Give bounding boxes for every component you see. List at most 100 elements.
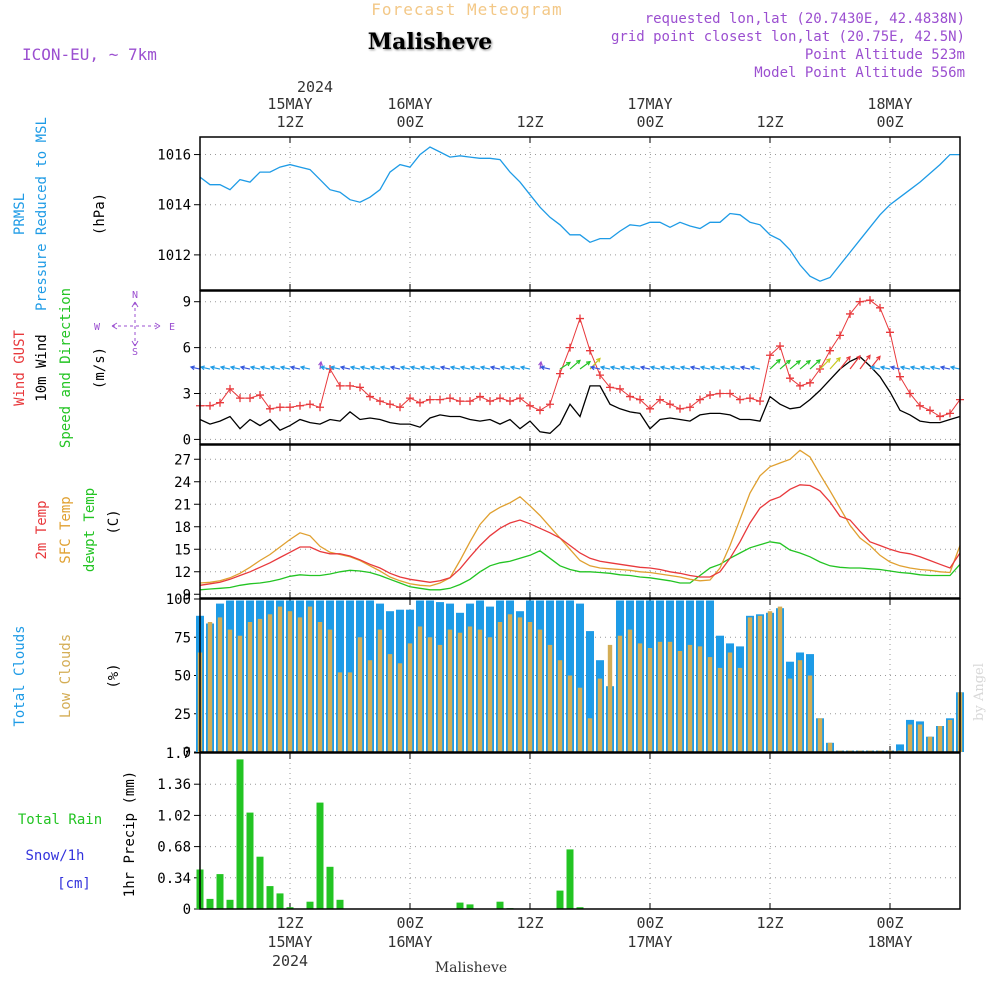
gust-marker: [686, 403, 694, 412]
wind-arrow: [769, 359, 781, 370]
precip-panel: 00.340.681.021.361.7 Total Rain Snow/1h …: [18, 746, 961, 918]
wind-arrow: [490, 366, 501, 370]
top-hour-label: 00Z: [876, 113, 903, 131]
low-cloud-bar: [287, 611, 293, 752]
wind-arrow-head: [619, 365, 625, 371]
y-tick-label: 0: [183, 432, 191, 448]
wind-arrow-head: [239, 365, 245, 371]
low-cloud-bar: [907, 724, 913, 752]
wind-arrow-head: [749, 365, 755, 371]
gust-marker: [886, 328, 894, 337]
precip-bar: [226, 899, 234, 909]
temperature-y-ticks: 9 12 15 18 21 24 27: [174, 452, 200, 603]
wind-arrow-head: [379, 365, 385, 371]
gust-marker: [246, 394, 254, 403]
top-year-label: 2024: [297, 78, 333, 96]
gust-marker: [576, 314, 584, 323]
compass-n: N: [132, 290, 138, 301]
low-cloud-bar: [627, 629, 633, 752]
wind-arrow: [930, 366, 941, 370]
wind-arrow-head: [639, 365, 645, 371]
wind-arrow: [400, 366, 411, 370]
wind-arrow: [540, 366, 551, 370]
top-hour-label: 12Z: [276, 113, 303, 131]
low-cloud-bar: [647, 648, 653, 752]
wind-arrow-head: [939, 365, 945, 371]
wind-arrow-head: [699, 365, 705, 371]
wind-arrow: [569, 359, 581, 370]
clouds-frame: [199, 598, 961, 753]
gust-marker: [726, 389, 734, 398]
pressure-unit: (hPa): [92, 193, 108, 235]
wind-arrow: [370, 366, 381, 370]
wind-arrow: [610, 366, 621, 370]
wind-arrow-head: [876, 355, 881, 361]
y-tick-label: 6: [183, 341, 191, 357]
y-tick-label: 1012: [157, 248, 191, 264]
low-cloud-bar: [317, 622, 323, 752]
y-tick-label: 9: [183, 295, 191, 311]
low-cloud-bar: [657, 641, 663, 752]
wind-arrow: [450, 366, 461, 370]
wind-y-ticks: 0 3 6 9: [183, 295, 200, 448]
gust-marker: [566, 343, 574, 352]
wind-arrow: [839, 356, 851, 370]
wind-arrow-head: [419, 365, 425, 371]
gust-marker: [616, 384, 624, 393]
product-title: Forecast Meteogram: [371, 0, 562, 19]
gust-marker: [316, 403, 324, 412]
y-tick-label: 0: [183, 902, 191, 918]
wind-arrow: [559, 361, 571, 370]
wind-arrow: [200, 366, 211, 370]
bottom-time-label: 15MAY: [267, 933, 312, 951]
wind-arrow: [460, 366, 471, 370]
precip-bar: [556, 890, 564, 909]
wind-arrow-head: [565, 361, 572, 367]
wind-arrow-head: [319, 365, 325, 371]
low-cloud-bar: [667, 641, 673, 752]
wind-arrow-head: [575, 359, 581, 365]
clouds-panel: 0 25 50 75 100 Total Clouds Low Clouds (%) b…: [12, 592, 987, 761]
wind-arrow-head: [189, 365, 195, 371]
wind-arrow-head: [929, 365, 935, 371]
wind-arrow: [230, 366, 241, 370]
gust-marker: [236, 394, 244, 403]
wind-arrow-head: [339, 365, 345, 371]
low-cloud-bar: [377, 629, 383, 752]
low-cloud-bar: [737, 667, 743, 752]
wind-arrow: [579, 361, 591, 370]
gust-marker: [736, 395, 744, 404]
gust-marker: [746, 394, 754, 403]
wind-arrow-head: [329, 365, 335, 371]
wind-arrow-head: [299, 365, 305, 371]
low-cloud-bar: [457, 632, 463, 752]
low-cloud-bar: [937, 726, 943, 752]
model-altitude: Model Point Altitude 556m: [754, 65, 965, 81]
wind-arrow-head: [679, 365, 685, 371]
gust-marker: [766, 351, 774, 360]
precip-bar: [566, 849, 574, 909]
gust-marker: [376, 397, 384, 406]
gust-marker: [396, 403, 404, 412]
sfc-temp-line: [199, 449, 961, 587]
wind-arrow: [220, 366, 231, 370]
gust-marker: [796, 381, 804, 390]
low-cloud-bar: [687, 644, 693, 752]
wind-arrow-head: [469, 365, 475, 371]
gust-marker: [756, 397, 764, 406]
low-cloud-bar: [237, 635, 243, 752]
low-cloud-bar: [587, 718, 593, 752]
low-cloud-bar: [357, 637, 363, 753]
point-altitude: Point Altitude 523m: [805, 47, 965, 63]
gust-marker: [846, 309, 854, 318]
compass-arrowheads: [111, 301, 161, 347]
low-cloud-bar: [697, 646, 703, 752]
gust-marker: [286, 403, 294, 412]
wind-arrow-head: [805, 359, 811, 365]
wind-arrow: [880, 366, 891, 370]
wind-arrow: [690, 366, 701, 370]
wind-arrow: [270, 366, 281, 370]
low-cloud-bar: [557, 660, 563, 752]
wind-arrow: [430, 366, 441, 370]
